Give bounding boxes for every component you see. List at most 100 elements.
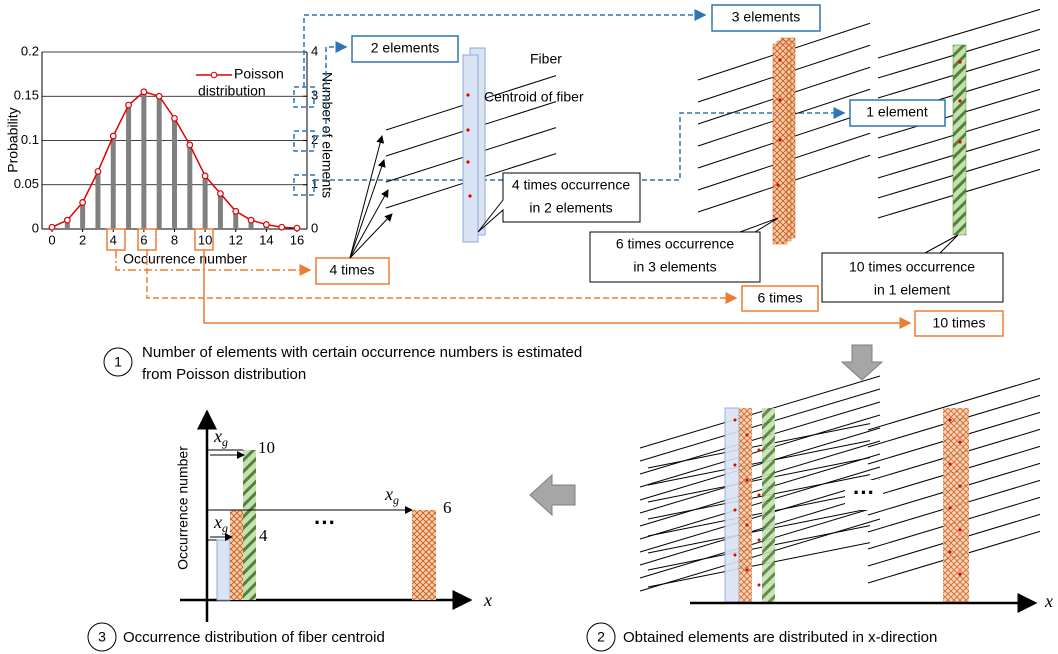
x-tick-label: 16 [290, 232, 304, 247]
label: 1 element [866, 104, 928, 120]
element [762, 408, 775, 602]
callout-text: 4 times occurrence [512, 177, 630, 193]
centroid [958, 99, 961, 102]
callout-text: 10 times occurrence [849, 259, 975, 275]
centroid [959, 441, 962, 444]
centroid [949, 507, 952, 510]
x-tick-label: 4 [110, 232, 117, 247]
element [230, 510, 244, 600]
xg: xg [213, 426, 228, 449]
poisson-marker [172, 116, 178, 122]
y2-label: Number of elements [319, 72, 335, 198]
fiber [648, 424, 870, 468]
element [217, 540, 230, 600]
callout-text: in 3 elements [633, 259, 716, 275]
bar [172, 118, 177, 229]
element [463, 55, 478, 242]
poisson-marker [156, 93, 162, 99]
centroid [746, 479, 749, 482]
bar [126, 105, 131, 229]
fiber [648, 526, 870, 570]
poisson-marker [264, 222, 270, 228]
y-tick-label: 0 [32, 220, 39, 235]
xg-base: x [213, 426, 222, 446]
poisson-marker [126, 102, 132, 108]
label: 3 elements [732, 9, 800, 25]
axis-label: Occurrence number [175, 446, 191, 570]
xg: xg [213, 512, 228, 535]
centroid [776, 183, 779, 186]
ellipsis: ··· [314, 510, 336, 535]
poisson-marker [187, 142, 193, 148]
centroid [734, 464, 737, 467]
fiber [640, 428, 880, 500]
element [773, 44, 787, 244]
bar [80, 202, 85, 229]
poisson-marker [110, 133, 116, 139]
fiber [640, 376, 880, 448]
centroid [778, 58, 781, 61]
step-number: 2 [597, 629, 605, 645]
ellipsis: ··· [853, 480, 875, 505]
bar [95, 171, 100, 229]
fiber [648, 475, 870, 519]
centroid [746, 569, 749, 572]
poisson-marker [294, 225, 300, 231]
step-text: from Poisson distribution [142, 366, 306, 383]
axis-label: x [483, 590, 492, 610]
centroid [949, 419, 952, 422]
element [725, 408, 739, 602]
poisson-marker [49, 224, 55, 230]
step-text: Occurrence distribution of fiber centroi… [123, 629, 385, 646]
legend-text: Poisson [234, 66, 284, 82]
element [243, 450, 256, 600]
poisson-marker [95, 169, 101, 175]
fiber [640, 441, 880, 513]
centroid [758, 494, 761, 497]
callout-text: in 1 element [874, 282, 950, 298]
step-number: 3 [98, 629, 106, 645]
legend-marker [211, 72, 217, 78]
poisson-marker [233, 209, 239, 215]
poisson-marker [279, 224, 285, 230]
legend-text: distribution [198, 83, 266, 99]
x-tick-label: 2 [79, 232, 86, 247]
centroid [734, 509, 737, 512]
centroid [466, 160, 469, 163]
centroid [949, 463, 952, 466]
y-tick-label: 0.1 [21, 132, 39, 147]
centroid [758, 539, 761, 542]
fibers [640, 376, 1040, 591]
element [953, 45, 966, 235]
bar [157, 96, 162, 229]
centroid [778, 98, 781, 101]
x-label: Occurrence number [123, 251, 247, 267]
element [412, 510, 436, 600]
down-arrow [842, 345, 882, 380]
poisson-marker [202, 173, 208, 179]
value-label: 6 [443, 498, 452, 517]
y-tick-label: 0.05 [14, 176, 39, 191]
bar [187, 145, 192, 229]
centroid [468, 194, 471, 197]
fiber [648, 441, 870, 485]
pointer-arrows [350, 136, 392, 258]
x-tick-label: 0 [48, 232, 55, 247]
y-label: Probability [5, 107, 21, 172]
poisson-marker [65, 217, 71, 223]
diagram: 00.050.10.150.2012340246810121416Poisson… [0, 0, 1058, 654]
centroid [734, 554, 737, 557]
centroid [734, 419, 737, 422]
element [943, 408, 969, 602]
fiber [640, 480, 880, 552]
fiber [640, 493, 880, 565]
centroid [959, 529, 962, 532]
value-label: 4 [259, 526, 268, 545]
x-tick-label: 6 [140, 232, 147, 247]
centroid [778, 138, 781, 141]
xg-sub: g [222, 435, 228, 449]
centroid [758, 584, 761, 587]
axis-label: x [1044, 591, 1053, 611]
fiber [640, 519, 880, 591]
